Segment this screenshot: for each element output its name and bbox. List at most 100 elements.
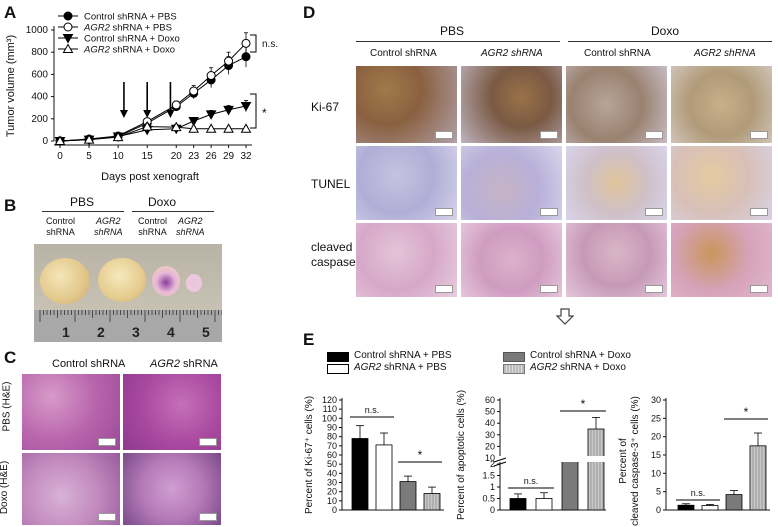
y-tick-label: 120	[322, 395, 337, 405]
caspase3-bar-chart: 0 5 10 15 20 25 30 n.s. * Percent ofcleaved caspa…	[618, 395, 770, 526]
he-image-agr2-doxo	[123, 453, 221, 525]
scale-bar	[540, 285, 558, 293]
y-tick-label: 50	[327, 459, 337, 469]
bar	[535, 498, 553, 511]
bar	[677, 504, 695, 511]
ihc-caspase3-control-doxo	[566, 223, 667, 297]
data-point	[240, 123, 252, 133]
bar	[587, 428, 605, 511]
treatment-arrowhead	[166, 110, 175, 118]
data-point	[223, 105, 234, 116]
x-tick-label: 10	[113, 151, 125, 162]
ihc-ki67-control-pbs	[356, 66, 457, 143]
group-underline-pbs	[42, 211, 124, 212]
panel-c-label: C	[4, 348, 17, 367]
col-label-control: Control shRNA	[52, 358, 126, 370]
group-underline-d-doxo	[568, 41, 772, 42]
data-point	[224, 56, 234, 66]
x-tick-label: 29	[223, 151, 235, 162]
y-tick-label: 90	[327, 423, 337, 433]
x-tick-label: 32	[240, 151, 252, 162]
y-tick-label: 15	[651, 450, 661, 460]
annot-star: *	[262, 106, 267, 120]
col-label-d3: Control shRNA	[584, 48, 651, 59]
scale-bar	[750, 131, 768, 139]
legend-text-agr2-doxo: AGR2 shRNA + Doxo	[530, 362, 626, 373]
x-tick-label: 15	[142, 151, 154, 162]
legend-marker	[62, 43, 74, 53]
legend-text: Control shRNA + Doxo	[84, 34, 180, 45]
y-tick-label: 1	[490, 482, 495, 492]
x-tick-label: 20	[171, 151, 183, 162]
scale-bar	[435, 285, 453, 293]
y-tick-label: 400	[31, 92, 48, 103]
bar	[423, 493, 441, 511]
y-tick-label: 10	[651, 468, 661, 478]
y-tick-label: 0	[42, 136, 48, 147]
y-tick-label: 0	[656, 505, 661, 515]
scale-bar	[199, 513, 217, 521]
data-point	[223, 123, 234, 133]
bar	[399, 481, 417, 511]
he-image-control-pbs	[22, 374, 120, 450]
y-tick-label: 60	[327, 450, 337, 460]
panel-a-label: A	[4, 3, 17, 22]
col-label-d2: AGR2 shRNA	[481, 48, 543, 59]
legend-text: AGR2 shRNA + Doxo	[83, 45, 175, 56]
ihc-ki67-agr2-pbs	[461, 66, 562, 143]
y-tick-label: 200	[31, 114, 48, 125]
y-tick-label: 100	[322, 413, 337, 423]
annot-ns: n.s.	[365, 405, 380, 415]
x-axis-label: Days post xenograft	[101, 171, 199, 183]
bracket-star	[250, 93, 257, 129]
legend-marker	[63, 22, 73, 32]
panel-d-label: D	[303, 3, 316, 22]
ruler-number-4: 4	[167, 324, 175, 340]
data-point	[206, 71, 216, 81]
y-tick-label: 50	[485, 407, 495, 417]
y-tick-label: 70	[327, 441, 337, 451]
bar	[701, 505, 719, 511]
col-label-agr2: AGR2 shRNA	[150, 358, 218, 370]
bar	[725, 494, 743, 511]
ihc-caspase3-agr2-doxo	[671, 223, 772, 297]
bar	[749, 445, 767, 511]
scale-bar	[540, 208, 558, 216]
legend-marker	[63, 11, 73, 21]
series-agr2-doxo	[54, 121, 252, 145]
ihc-tunel-control-pbs	[356, 146, 457, 220]
legend-swatch-control-pbs	[327, 352, 349, 362]
y-tick-label: 80	[327, 432, 337, 442]
y-tick-label: 20	[327, 487, 337, 497]
data-point	[188, 117, 200, 127]
data-point	[170, 121, 182, 132]
row-label-doxo-he: Doxo (H&E)	[0, 460, 11, 515]
annot-ns: n.s.	[691, 488, 706, 498]
scale-bar	[98, 513, 116, 521]
legend-text: AGR2 shRNA + PBS	[83, 23, 172, 34]
y-tick-label: 20	[651, 432, 661, 442]
ihc-caspase3-control-pbs	[356, 223, 457, 297]
col-label-b3: Control shRNA	[138, 216, 168, 237]
data-point	[189, 86, 199, 96]
panel-b-label: B	[4, 196, 17, 215]
y-tick-label: 40	[485, 418, 495, 428]
legend-text-control-pbs: Control shRNA + PBS	[354, 350, 452, 361]
data-point	[112, 131, 124, 142]
data-point	[54, 135, 66, 145]
scale-bar	[645, 208, 663, 216]
axis-break-mark	[493, 457, 507, 467]
treatment-arrowhead	[119, 110, 128, 118]
col-label-d4: AGR2 shRNA	[694, 48, 756, 59]
x-tick-label: 23	[188, 151, 200, 162]
y-axis-label: Percent of apoptotic cells (%)	[456, 390, 467, 520]
group-underline-doxo	[132, 211, 214, 212]
group-underline-d-pbs	[356, 41, 560, 42]
y-tick-label: 800	[31, 47, 48, 58]
col-label-d1: Control shRNA	[370, 48, 437, 59]
tumor-2	[98, 258, 146, 302]
tumor-photo: 1 2 3 4 5	[34, 244, 233, 342]
y-tick-label: 60	[485, 395, 495, 405]
